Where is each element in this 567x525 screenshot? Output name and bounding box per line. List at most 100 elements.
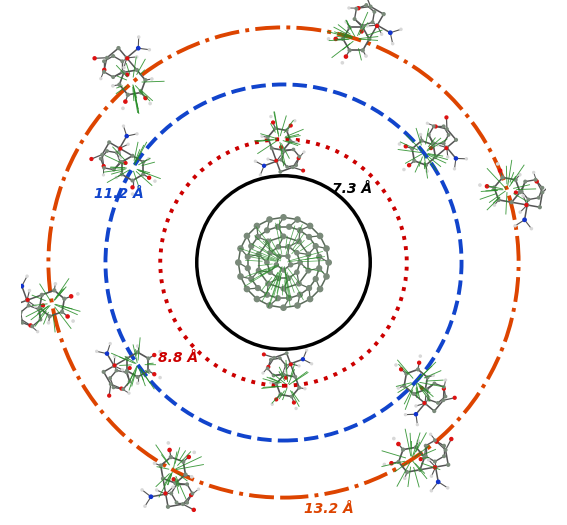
Circle shape <box>256 252 261 257</box>
Circle shape <box>485 185 489 188</box>
Circle shape <box>136 376 139 379</box>
Circle shape <box>430 490 433 492</box>
Circle shape <box>103 167 105 169</box>
Circle shape <box>382 13 385 16</box>
Circle shape <box>289 140 292 143</box>
Circle shape <box>298 365 300 367</box>
Circle shape <box>424 402 426 405</box>
Circle shape <box>159 464 162 467</box>
Circle shape <box>136 69 138 71</box>
Circle shape <box>281 305 286 310</box>
Circle shape <box>270 359 272 361</box>
Circle shape <box>122 71 125 74</box>
Circle shape <box>122 107 124 109</box>
Circle shape <box>498 169 502 172</box>
Circle shape <box>109 343 111 344</box>
Circle shape <box>281 268 286 272</box>
Circle shape <box>311 363 312 365</box>
Circle shape <box>236 260 241 265</box>
Circle shape <box>466 158 467 160</box>
Circle shape <box>138 36 139 38</box>
Circle shape <box>162 477 164 480</box>
Circle shape <box>101 153 103 156</box>
Circle shape <box>318 233 323 238</box>
Circle shape <box>144 79 147 81</box>
Circle shape <box>153 353 156 356</box>
Circle shape <box>149 102 151 104</box>
Circle shape <box>280 146 282 149</box>
Circle shape <box>131 179 134 182</box>
Circle shape <box>445 395 447 398</box>
Circle shape <box>113 364 116 366</box>
Circle shape <box>126 57 129 60</box>
Text: 8.8 Å: 8.8 Å <box>158 351 198 365</box>
Circle shape <box>428 134 430 136</box>
Circle shape <box>497 198 500 202</box>
Circle shape <box>261 135 263 138</box>
Circle shape <box>112 55 115 57</box>
Circle shape <box>265 292 269 297</box>
Circle shape <box>197 488 200 490</box>
Circle shape <box>275 160 277 162</box>
Circle shape <box>434 125 437 128</box>
Circle shape <box>493 186 496 189</box>
Circle shape <box>524 180 527 183</box>
Circle shape <box>276 224 280 229</box>
Circle shape <box>37 331 39 333</box>
Circle shape <box>418 468 421 471</box>
Circle shape <box>124 100 127 103</box>
Circle shape <box>417 440 420 442</box>
Circle shape <box>445 147 448 150</box>
Circle shape <box>341 37 344 40</box>
Circle shape <box>286 276 291 280</box>
Circle shape <box>361 26 364 29</box>
Circle shape <box>102 371 105 373</box>
Circle shape <box>19 318 22 320</box>
Circle shape <box>435 440 438 443</box>
Circle shape <box>270 147 273 150</box>
Circle shape <box>21 321 24 324</box>
Circle shape <box>276 245 281 249</box>
Circle shape <box>120 157 121 159</box>
Circle shape <box>425 164 428 166</box>
Circle shape <box>425 445 427 447</box>
Circle shape <box>267 365 270 368</box>
Circle shape <box>355 7 358 10</box>
Circle shape <box>255 297 260 302</box>
Circle shape <box>267 217 272 222</box>
Circle shape <box>186 483 188 486</box>
Circle shape <box>48 315 51 318</box>
Circle shape <box>434 460 436 463</box>
Circle shape <box>131 186 134 189</box>
Circle shape <box>282 149 285 151</box>
Circle shape <box>275 398 278 401</box>
Circle shape <box>426 122 428 124</box>
Circle shape <box>397 443 400 446</box>
Circle shape <box>286 245 291 249</box>
Circle shape <box>369 5 372 8</box>
Circle shape <box>375 25 378 27</box>
Circle shape <box>445 449 447 452</box>
Circle shape <box>523 218 526 222</box>
Circle shape <box>182 460 185 463</box>
Circle shape <box>164 492 167 496</box>
Circle shape <box>348 26 351 29</box>
Circle shape <box>100 78 102 80</box>
Circle shape <box>519 174 521 176</box>
Circle shape <box>514 191 517 194</box>
Circle shape <box>267 158 269 160</box>
Circle shape <box>433 382 435 385</box>
Circle shape <box>535 180 538 183</box>
Circle shape <box>106 150 108 152</box>
Circle shape <box>455 139 458 141</box>
Circle shape <box>430 433 431 435</box>
Circle shape <box>397 460 400 464</box>
Circle shape <box>276 296 280 301</box>
Circle shape <box>149 495 153 498</box>
Circle shape <box>390 461 393 465</box>
Circle shape <box>426 388 428 391</box>
Circle shape <box>268 250 272 255</box>
Circle shape <box>249 277 253 281</box>
Circle shape <box>400 28 402 30</box>
Circle shape <box>447 487 448 489</box>
